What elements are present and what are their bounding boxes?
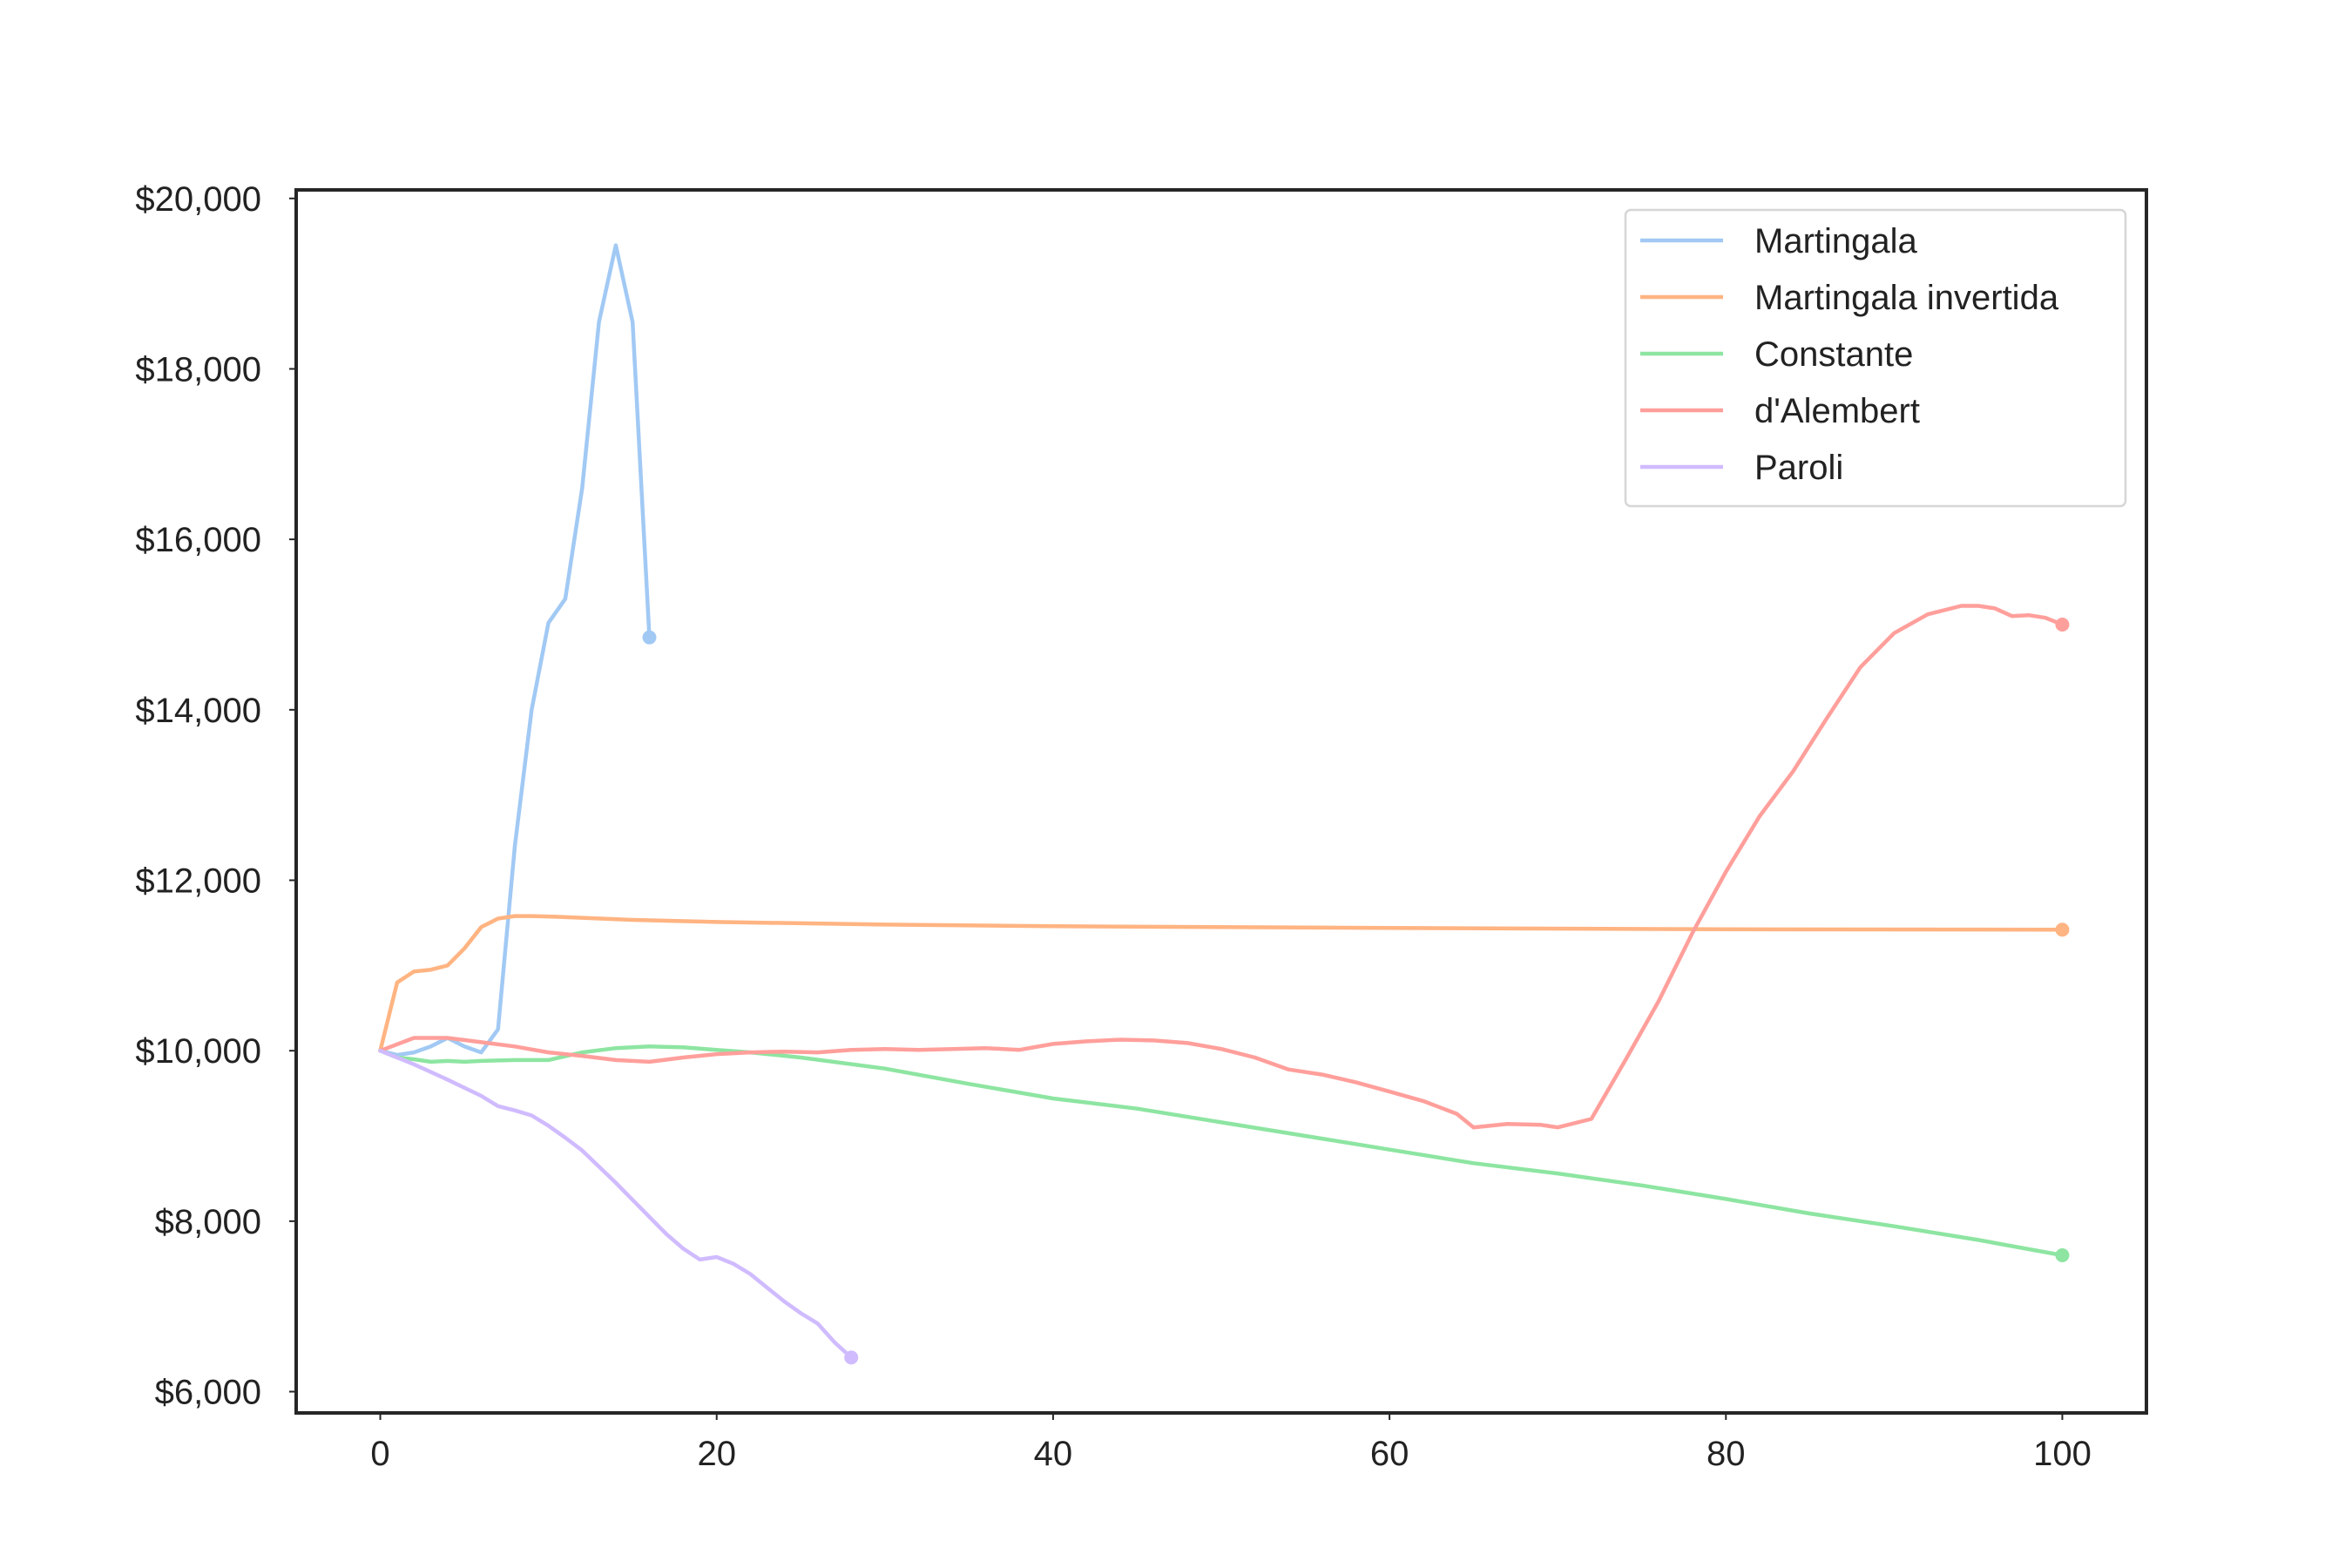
y-tick-label: $16,000 (135, 521, 261, 559)
x-tick-label: 20 (697, 1435, 736, 1473)
legend-label: Martingala invertida (1754, 279, 2059, 317)
legend-box (1624, 208, 2127, 508)
series-layer (378, 243, 2070, 1365)
legend: Martingala Martingala invertida Constante d… (1624, 208, 2127, 508)
legend-label: Martingala (1754, 222, 1918, 260)
x-tick-label: 80 (1707, 1435, 1746, 1473)
series-line-martingala (378, 243, 652, 1058)
y-tick-label: $18,000 (135, 350, 261, 389)
x-tick-label: 0 (370, 1435, 389, 1473)
x-tick-label: 40 (1034, 1435, 1073, 1473)
legend-label: Constante (1754, 335, 1913, 374)
y-tick-label: $8,000 (155, 1203, 261, 1241)
x-tick-label: 100 (2033, 1435, 2092, 1473)
y-tick-label: $12,000 (135, 862, 261, 901)
y-axis-ticks: $6,000 $8,000 $10,000 $12,000 $14,000 $16,000… (135, 180, 296, 1412)
y-tick-label: $6,000 (155, 1374, 261, 1412)
series-end-marker-paroli (844, 1350, 859, 1365)
x-axis-ticks: 0 20 40 60 80 100 (370, 1413, 2092, 1473)
series-line-d-alembert (378, 604, 2065, 1130)
legend-label: Paroli (1754, 449, 1843, 487)
plot-frame (294, 188, 2148, 1415)
series-line-paroli (378, 1048, 854, 1360)
series-end-marker-d-alembert (2055, 617, 2070, 632)
series-end-marker-martingala (642, 630, 657, 645)
legend-label: d'Alembert (1754, 392, 1920, 430)
series-line-martingala-invertida (378, 914, 2065, 1053)
series-line-constante (378, 1044, 2065, 1258)
y-tick-label: $10,000 (135, 1032, 261, 1071)
y-tick-label: $20,000 (135, 180, 261, 219)
x-tick-label: 60 (1370, 1435, 1409, 1473)
y-tick-label: $14,000 (135, 692, 261, 730)
series-end-marker-constante (2055, 1247, 2070, 1262)
series-end-marker-martingala-invertida (2055, 923, 2070, 937)
